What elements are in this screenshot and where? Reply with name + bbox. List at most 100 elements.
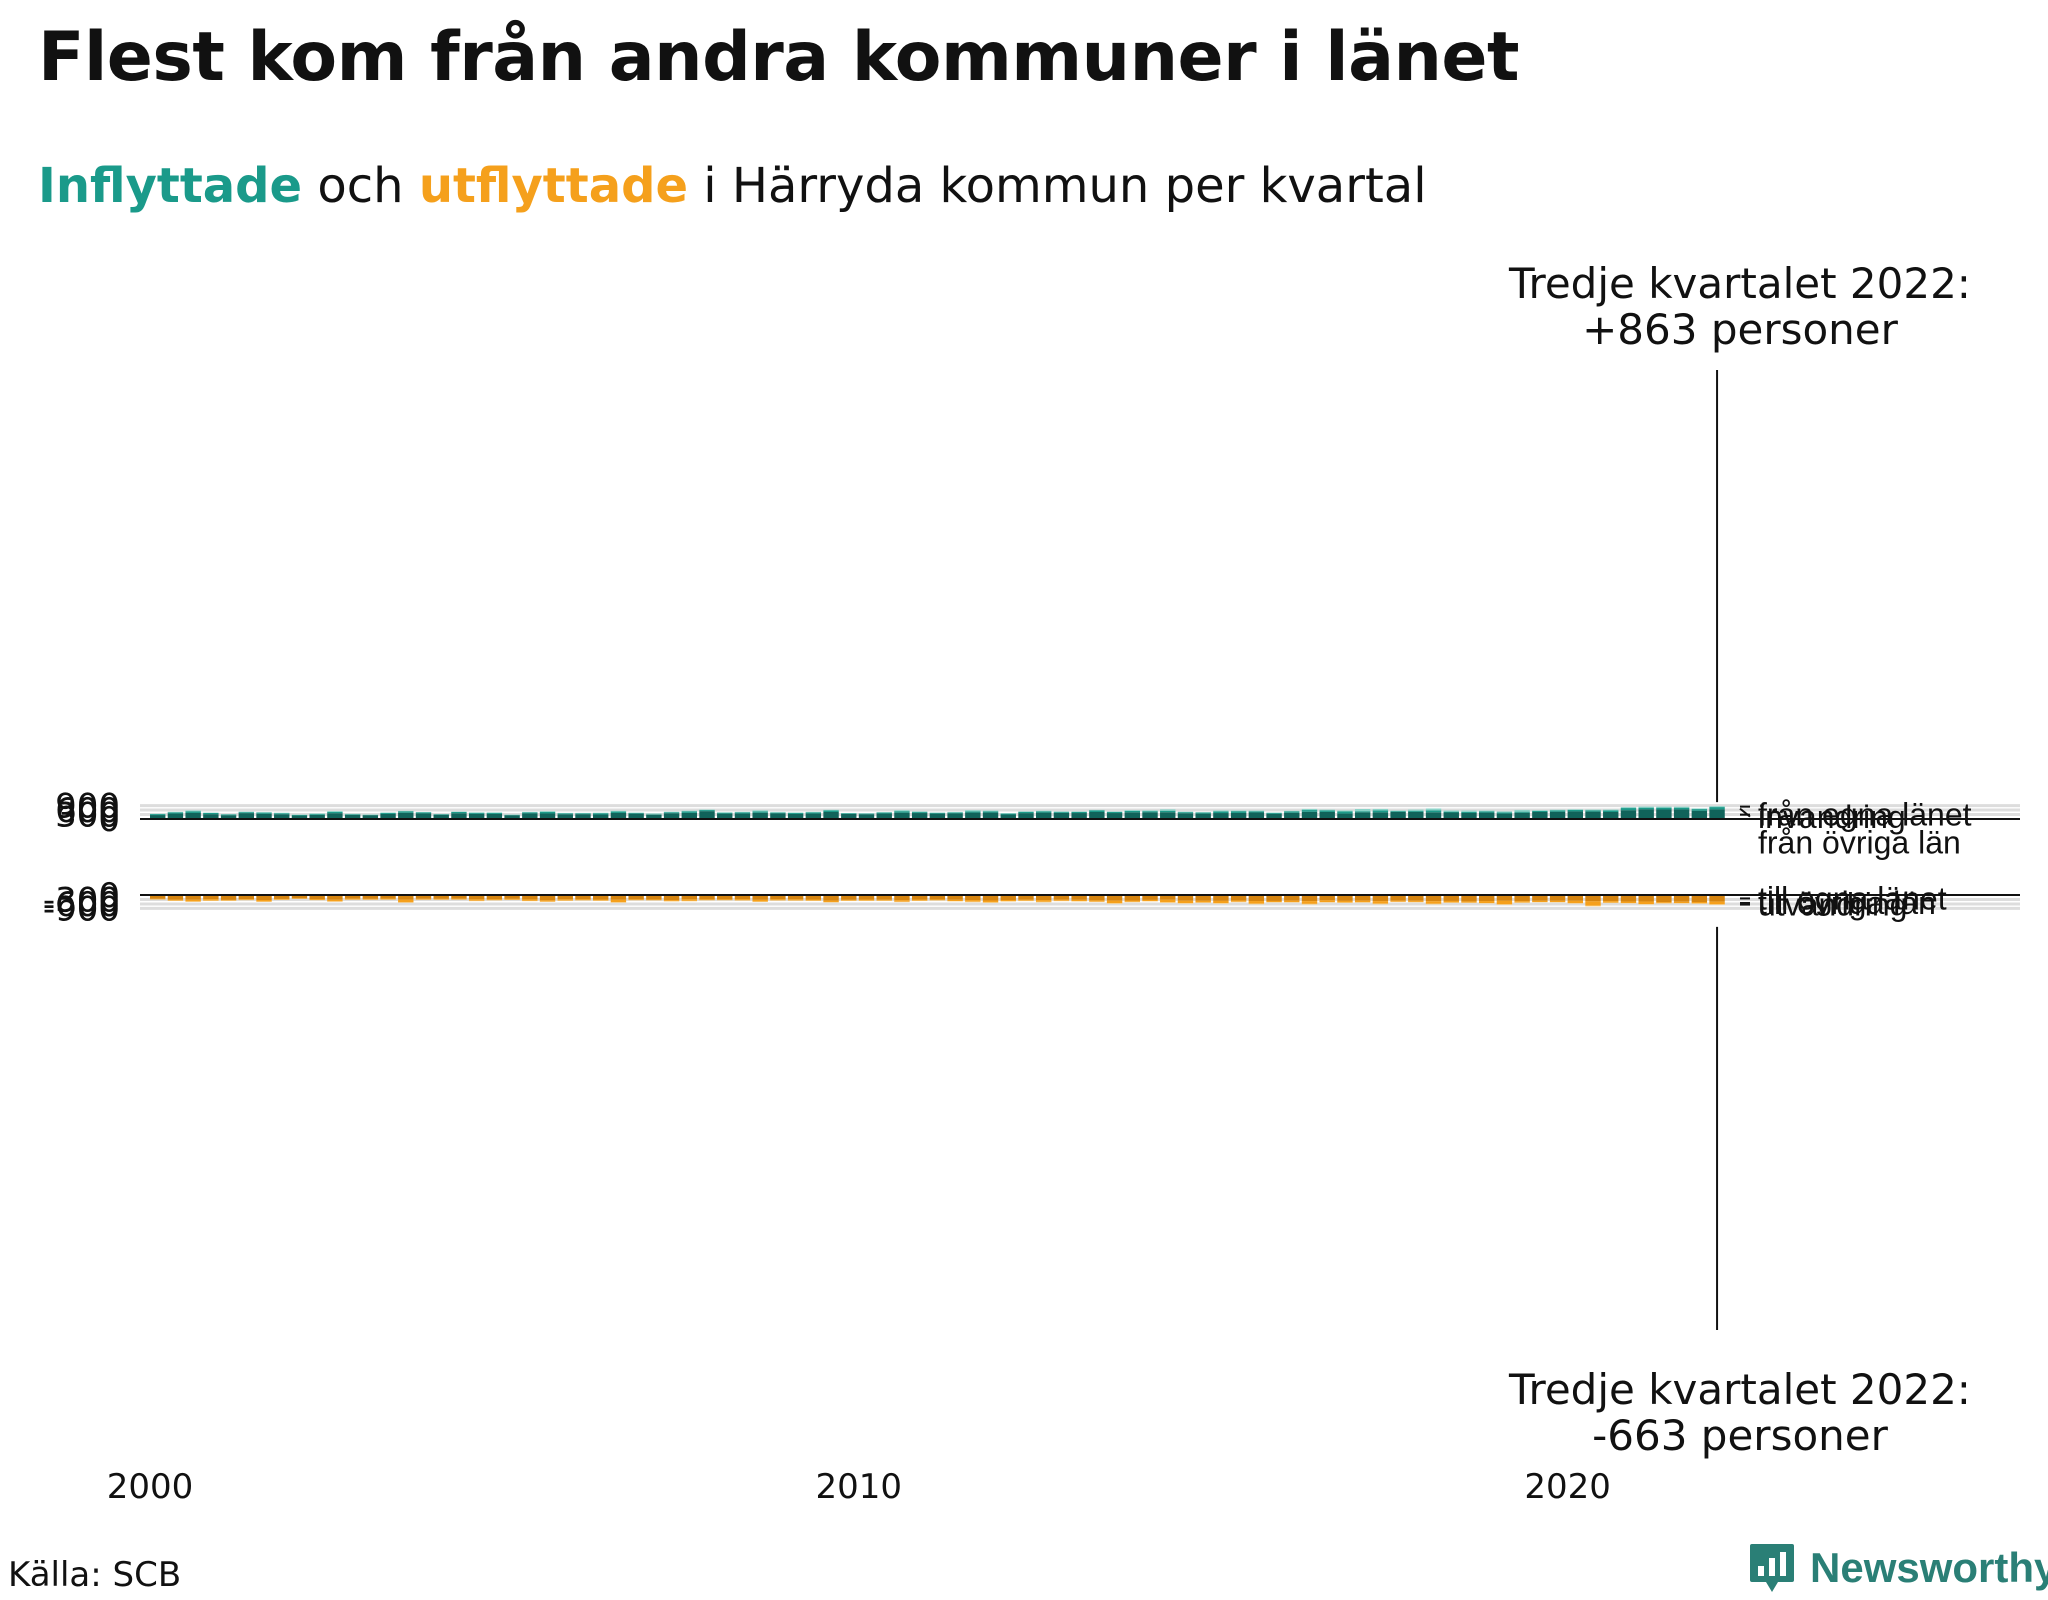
bar-out-utvandring bbox=[1248, 903, 1265, 905]
bar-in-egna-lanet bbox=[1266, 813, 1282, 819]
bar-out-ovriga-lan bbox=[1390, 900, 1406, 902]
bar-out-egna-lanet bbox=[1479, 895, 1495, 902]
bar-in-invandring bbox=[1656, 806, 1672, 808]
bar-in-egna-lanet bbox=[1213, 813, 1229, 819]
bar-in-egna-lanet bbox=[1036, 812, 1052, 819]
bar-in-ovriga-lan bbox=[1443, 811, 1459, 813]
bar-in-egna-lanet bbox=[468, 813, 485, 819]
bar-out-egna-lanet bbox=[203, 895, 219, 900]
bar-in-invandring bbox=[1567, 809, 1583, 810]
bar-in-invandring bbox=[167, 811, 184, 813]
bar-out-ovriga-lan bbox=[699, 899, 715, 901]
bar-in-egna-lanet bbox=[344, 814, 361, 819]
bar-in-egna-lanet bbox=[1284, 812, 1300, 819]
bar-out-ovriga-lan bbox=[663, 900, 680, 902]
bar-in-egna-lanet bbox=[911, 813, 928, 819]
bar-in-invandring bbox=[1691, 808, 1708, 810]
bar-in-invandring bbox=[1230, 810, 1247, 812]
bar-in-egna-lanet bbox=[1372, 812, 1389, 819]
bar-in-egna-lanet bbox=[982, 812, 999, 819]
bar-out-egna-lanet bbox=[1319, 895, 1335, 901]
bar-out-egna-lanet bbox=[1691, 895, 1708, 903]
bar-out-ovriga-lan bbox=[274, 898, 290, 900]
bar-out-utvandring bbox=[1425, 903, 1442, 905]
bar-in-invandring bbox=[1319, 809, 1335, 811]
bar-in-egna-lanet bbox=[1567, 811, 1583, 819]
bar-in-ovriga-lan bbox=[398, 811, 414, 813]
bar-in-egna-lanet bbox=[593, 814, 609, 819]
bar-out-egna-lanet bbox=[752, 895, 768, 900]
bar-out-ovriga-lan bbox=[557, 899, 573, 901]
bar-out-egna-lanet bbox=[185, 895, 201, 900]
bar-out-ovriga-lan bbox=[911, 899, 928, 901]
bar-out-egna-lanet bbox=[1124, 895, 1140, 901]
bar-in-ovriga-lan bbox=[965, 811, 981, 813]
bar-in-egna-lanet bbox=[1408, 811, 1424, 819]
bar-out-ovriga-lan bbox=[858, 899, 875, 901]
bar-out-utvandring bbox=[1585, 905, 1601, 907]
subtitle-utflyttade: utflyttade bbox=[418, 158, 688, 214]
bar-in-invandring bbox=[185, 810, 201, 812]
bar-in-invandring bbox=[1000, 813, 1016, 814]
series-label-in-invandring: invandring bbox=[1758, 799, 1906, 835]
bar-out-egna-lanet bbox=[663, 895, 680, 901]
bar-in-egna-lanet bbox=[1354, 812, 1371, 819]
bar-in-invandring bbox=[1053, 811, 1070, 813]
bar-in-ovriga-lan bbox=[539, 811, 556, 814]
bar-in-ovriga-lan bbox=[1585, 810, 1601, 812]
bar-in-egna-lanet bbox=[1390, 811, 1406, 819]
bar-in-egna-lanet bbox=[380, 814, 396, 819]
brand-logo: Newsworthy bbox=[1748, 1542, 2048, 1594]
bar-out-ovriga-lan bbox=[894, 900, 910, 902]
bar-out-ovriga-lan bbox=[1673, 901, 1690, 904]
bar-in-egna-lanet bbox=[1160, 812, 1176, 819]
bar-in-egna-lanet bbox=[1691, 810, 1708, 819]
bar-in-invandring bbox=[982, 810, 999, 812]
bar-out-ovriga-lan bbox=[1160, 899, 1176, 903]
y-tick-top: 0 bbox=[98, 800, 120, 840]
bar-in-ovriga-lan bbox=[415, 812, 432, 814]
bar-out-utvandring bbox=[1709, 904, 1725, 905]
bar-in-ovriga-lan bbox=[433, 814, 449, 815]
bar-out-egna-lanet bbox=[398, 895, 414, 900]
bar-in-ovriga-lan bbox=[1177, 812, 1194, 814]
bar-out-egna-lanet bbox=[1425, 895, 1442, 902]
bar-out-ovriga-lan bbox=[468, 899, 485, 901]
bar-out-egna-lanet bbox=[1284, 895, 1300, 901]
bar-out-ovriga-lan bbox=[1177, 900, 1194, 904]
bar-in-egna-lanet bbox=[362, 815, 379, 819]
bar-out-egna-lanet bbox=[717, 895, 733, 900]
bar-out-ovriga-lan bbox=[1106, 900, 1123, 904]
bar-in-egna-lanet bbox=[628, 813, 644, 819]
bar-out-egna-lanet bbox=[1390, 895, 1406, 901]
bar-in-ovriga-lan bbox=[787, 813, 804, 815]
bar-out-egna-lanet bbox=[380, 895, 396, 899]
series-label-in-egna-lanet: från egna länet bbox=[1758, 797, 1972, 833]
bar-out-ovriga-lan bbox=[1514, 901, 1530, 903]
bar-in-ovriga-lan bbox=[291, 814, 308, 816]
bar-out-ovriga-lan bbox=[451, 898, 467, 900]
bar-in-ovriga-lan bbox=[1018, 811, 1034, 814]
bar-out-egna-lanet bbox=[451, 895, 467, 899]
bar-in-ovriga-lan bbox=[858, 813, 875, 815]
bar-in-egna-lanet bbox=[185, 812, 201, 819]
bar-out-egna-lanet bbox=[681, 895, 697, 900]
bar-in-egna-lanet bbox=[1603, 811, 1619, 819]
bar-in-egna-lanet bbox=[274, 814, 290, 819]
bar-out-egna-lanet bbox=[238, 895, 254, 900]
bar-out-egna-lanet bbox=[911, 895, 928, 900]
bar-out-egna-lanet bbox=[274, 895, 290, 899]
bar-out-ovriga-lan bbox=[1691, 902, 1708, 904]
bar-in-invandring bbox=[681, 810, 697, 812]
bar-in-ovriga-lan bbox=[1514, 811, 1530, 813]
bar-in-ovriga-lan bbox=[203, 812, 219, 815]
bar-in-invandring bbox=[610, 810, 627, 812]
bar-out-ovriga-lan bbox=[1195, 900, 1211, 903]
bar-in-egna-lanet bbox=[415, 813, 432, 819]
bar-in-egna-lanet bbox=[539, 813, 556, 819]
bar-in-egna-lanet bbox=[486, 813, 503, 819]
chart-title: Flest kom från andra kommuner i länet bbox=[38, 18, 1520, 97]
bar-out-egna-lanet bbox=[486, 895, 503, 900]
bar-out-utvandring bbox=[1106, 903, 1123, 904]
bar-in-ovriga-lan bbox=[1372, 810, 1389, 813]
